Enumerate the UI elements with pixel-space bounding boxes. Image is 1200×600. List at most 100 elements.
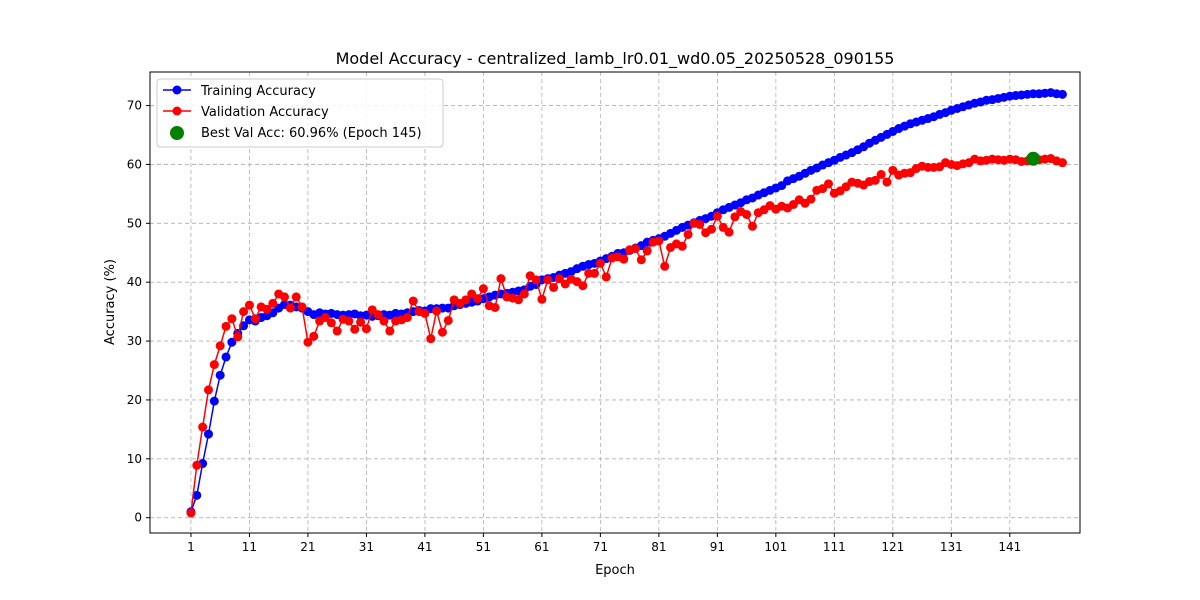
series-1-point: [332, 326, 342, 336]
series-1-point: [215, 341, 225, 351]
x-tick-label-0: 1: [187, 540, 195, 554]
x-tick-label-14: 141: [998, 540, 1021, 554]
series-1-point: [519, 289, 529, 299]
x-tick-label-5: 51: [476, 540, 491, 554]
x-tick-label-10: 101: [764, 540, 787, 554]
series-1-point: [531, 275, 541, 285]
series-1-point: [233, 332, 243, 342]
series-1-point: [742, 209, 752, 219]
series-1-point: [595, 258, 605, 268]
y-tick-label-7: 70: [127, 99, 142, 113]
series-1-point: [537, 294, 547, 304]
y-tick-label-4: 40: [127, 275, 142, 289]
series-1-point: [712, 211, 722, 221]
series-1-point: [461, 295, 471, 305]
series-1: [186, 154, 1067, 518]
series-1-point: [309, 331, 319, 341]
series-1-point: [244, 300, 254, 310]
series-1-point: [280, 292, 290, 302]
series-1-point: [350, 324, 360, 334]
series-1-point: [677, 241, 687, 251]
x-axis-ticks: 1 11 21 31 41 51 61 71 81 91 101 111 121 131 141: [187, 533, 1021, 554]
series-1-point: [437, 327, 447, 337]
series-1-point: [268, 298, 278, 308]
x-tick-label-4: 41: [417, 540, 432, 554]
legend: Training Accuracy Validation Accuracy Be…: [156, 78, 444, 148]
legend-training-label: Training Accuracy: [200, 84, 316, 99]
series-1-point: [239, 307, 249, 317]
x-tick-label-3: 31: [359, 540, 374, 554]
series-1-point: [420, 308, 430, 318]
series-1-point: [203, 385, 213, 395]
series-1-point: [683, 230, 693, 239]
y-tick-label-3: 30: [127, 334, 142, 348]
series-1-point: [870, 175, 880, 185]
y-tick-label-6: 60: [127, 157, 142, 171]
best-val-marker: [1026, 151, 1041, 166]
series-1-point: [192, 460, 202, 470]
series-1-point: [379, 316, 389, 326]
legend-validation-marker: [172, 106, 182, 116]
series-1-point: [549, 282, 559, 292]
x-tick-label-8: 81: [651, 540, 666, 554]
series-1-point: [630, 244, 640, 254]
series-0-point: [227, 337, 237, 347]
series-1-point: [344, 316, 354, 326]
series-0-point: [221, 352, 231, 362]
series-1-point: [490, 303, 500, 312]
series-1-point: [227, 314, 237, 324]
series-1-point: [432, 306, 442, 316]
series-1-point: [747, 221, 757, 231]
x-tick-label-2: 21: [300, 540, 315, 554]
x-tick-label-1: 11: [242, 540, 257, 554]
chart-title: Model Accuracy - centralized_lamb_lr0.01…: [336, 49, 895, 69]
series-1-point: [320, 313, 330, 323]
series-1-point: [654, 236, 664, 246]
x-tick-label-13: 131: [940, 540, 963, 554]
series-1-point: [882, 177, 892, 187]
series-1-point: [876, 169, 886, 179]
plot-frame: [149, 71, 1081, 534]
series-1-point: [636, 255, 646, 265]
series-1-point: [724, 227, 734, 237]
legend-box: [156, 78, 444, 148]
series-1-point: [262, 304, 272, 314]
legend-validation-label: Validation Accuracy: [201, 105, 329, 120]
series-1-point: [1057, 158, 1067, 168]
legend-best-marker: [170, 126, 184, 140]
series-0-point: [192, 490, 202, 500]
series-1-point: [642, 246, 652, 256]
series-1-point: [707, 224, 717, 234]
series-1-point: [590, 268, 600, 278]
series-1-point: [660, 261, 670, 271]
series-1-point: [730, 212, 740, 222]
series-1-point: [426, 334, 436, 344]
series-1-point: [356, 317, 366, 327]
series-1-point: [496, 274, 506, 284]
series-1-point: [619, 254, 629, 264]
series-0-point: [203, 429, 213, 439]
y-tick-label-0: 0: [134, 511, 142, 525]
y-axis-label: Accuracy (%): [103, 259, 118, 345]
x-tick-label-6: 61: [534, 540, 549, 554]
series-1-point: [291, 292, 301, 302]
legend-training-marker: [172, 85, 182, 95]
series-1-point: [513, 295, 523, 305]
series-1-point: [373, 310, 383, 320]
y-tick-label-2: 20: [127, 393, 142, 407]
series-1-point: [303, 337, 313, 347]
series-1-point: [361, 324, 371, 334]
series-1-point: [285, 303, 295, 313]
series-0-point: [215, 370, 225, 380]
x-axis-label: Epoch: [595, 563, 635, 578]
series-1-point: [250, 314, 260, 324]
y-tick-label-1: 10: [127, 452, 142, 466]
x-tick-label-11: 111: [823, 540, 846, 554]
series-1-point: [806, 194, 816, 204]
series-1-point: [209, 360, 219, 370]
x-tick-label-9: 91: [710, 540, 725, 554]
series-1-point: [443, 315, 453, 325]
series-0-point: [1057, 89, 1067, 99]
series-1-point: [198, 422, 208, 432]
